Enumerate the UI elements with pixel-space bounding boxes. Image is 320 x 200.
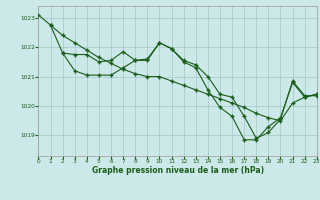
X-axis label: Graphe pression niveau de la mer (hPa): Graphe pression niveau de la mer (hPa) — [92, 166, 264, 175]
